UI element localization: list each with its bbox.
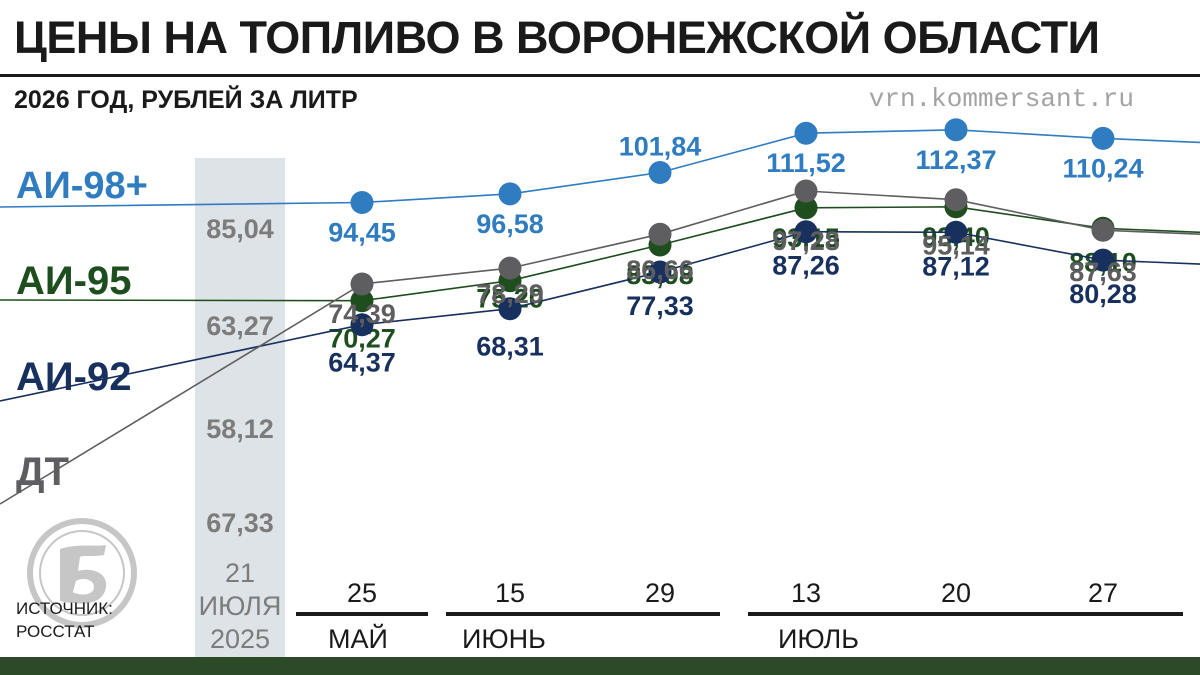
x-tick-label: 25 [347, 578, 377, 608]
data-label: 78,29 [476, 279, 544, 309]
month-label: МАЙ [328, 623, 388, 654]
website-label: vrn.kommersant.ru [868, 84, 1134, 114]
source-name: РОССТАТ [16, 622, 95, 641]
data-label: 87,63 [1069, 257, 1137, 287]
data-point [944, 220, 968, 244]
data-point [944, 118, 968, 142]
data-point [350, 313, 374, 337]
series-name-label: АИ-95 [16, 259, 131, 303]
baseline-value-label: 85,04 [206, 214, 274, 244]
data-label: 110,24 [1062, 153, 1143, 183]
month-label: ИЮЛЬ [778, 624, 859, 654]
data-label: 86,66 [626, 255, 694, 285]
baseline-column [195, 158, 285, 658]
data-label: 101,84 [619, 132, 702, 162]
data-point [648, 260, 672, 284]
data-point [1091, 126, 1115, 150]
baseline-date-label: 21 [225, 558, 255, 588]
data-point [648, 161, 672, 184]
data-label: 87,26 [772, 251, 840, 281]
series-line-0 [0, 128, 1200, 208]
source-label: ИСТОЧНИК: [16, 599, 113, 618]
baseline-date-label: ИЮЛЯ [199, 591, 282, 621]
month-label: ИЮНЬ [462, 624, 546, 654]
data-point [794, 121, 818, 145]
data-point [498, 182, 522, 206]
data-point [350, 272, 374, 296]
data-point [498, 297, 522, 321]
series-name-label: АИ-92 [16, 355, 131, 399]
data-point [350, 289, 374, 313]
x-tick-label: 15 [495, 578, 525, 608]
data-label: 94,45 [328, 218, 396, 248]
data-point [1091, 218, 1115, 242]
x-tick-label: 29 [645, 578, 675, 608]
baseline-value-label: 58,12 [206, 414, 274, 444]
data-label: 97,28 [772, 226, 840, 256]
series-name-label: ДТ [16, 450, 69, 494]
data-point [350, 191, 374, 214]
data-label: 64,37 [328, 348, 396, 378]
baseline-value-label: 63,27 [206, 311, 274, 341]
series-line-2 [0, 230, 1200, 402]
data-label: 112,37 [915, 145, 996, 175]
data-point [794, 196, 818, 220]
title-divider [0, 74, 1200, 77]
baseline-date-label: 2025 [210, 624, 270, 654]
data-label: 80,28 [1069, 279, 1137, 309]
data-point [944, 188, 968, 212]
data-label: 111,52 [766, 148, 846, 178]
kommersant-logo-icon [27, 518, 137, 628]
data-point [794, 220, 818, 244]
baseline-value-label: 67,33 [206, 508, 274, 538]
series-name-label: АИ-98+ [16, 165, 148, 207]
series-line-3 [0, 190, 1200, 505]
data-point [498, 256, 522, 280]
source-note: ИСТОЧНИК: РОССТАТ [16, 597, 113, 643]
data-point [648, 222, 672, 246]
data-label: 77,33 [626, 291, 694, 321]
chart-subtitle: 2026 ГОД, РУБЛЕЙ ЗА ЛИТР [14, 86, 358, 114]
x-tick-label: 13 [791, 578, 821, 608]
chart-title: ЦЕНЫ НА ТОПЛИВО В ВОРОНЕЖСКОЙ ОБЛАСТИ [14, 12, 1100, 63]
data-label: 87,12 [922, 251, 990, 281]
x-tick-label: 20 [941, 578, 971, 608]
bottom-bar [0, 657, 1200, 675]
data-label: 96,58 [476, 209, 544, 239]
data-point [794, 179, 818, 203]
data-label: 68,31 [476, 332, 544, 362]
data-point [1091, 248, 1115, 272]
data-label: 95,14 [922, 231, 990, 261]
x-tick-label: 27 [1088, 578, 1118, 608]
data-label: 74,39 [328, 299, 396, 329]
